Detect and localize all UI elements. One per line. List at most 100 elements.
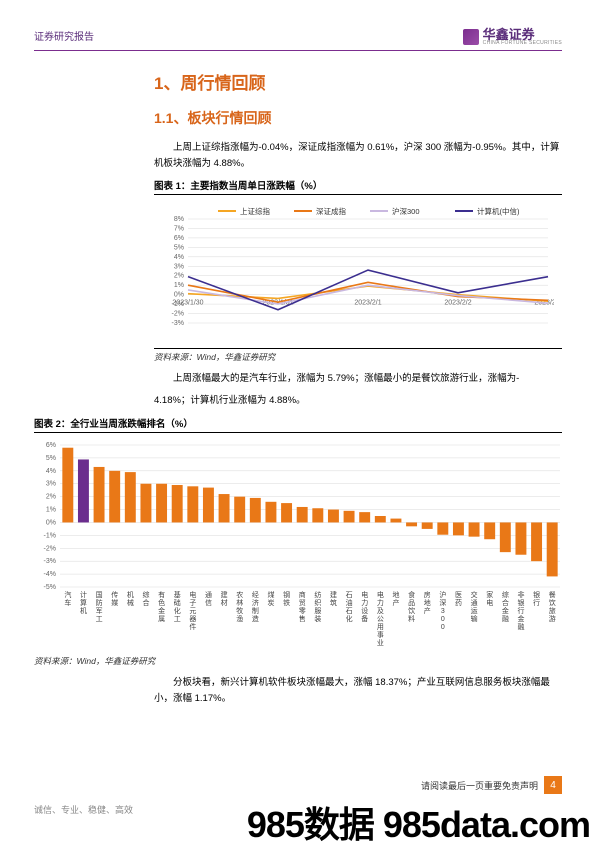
svg-text:0%: 0% (46, 519, 56, 526)
heading-2: 1.1、板块行情回顾 (154, 108, 562, 128)
svg-text:0%: 0% (174, 292, 184, 299)
report-label: 证券研究报告 (34, 28, 94, 43)
svg-text:3%: 3% (174, 264, 184, 271)
svg-text:化: 化 (346, 614, 353, 623)
svg-text:工: 工 (174, 616, 181, 623)
footer-disclaimer-row: 请阅读最后一页重要免责声明 4 (421, 776, 562, 794)
svg-text:础: 础 (174, 598, 181, 607)
svg-text:运: 运 (471, 607, 478, 615)
svg-text:2%: 2% (46, 493, 56, 500)
svg-text:6%: 6% (174, 235, 184, 242)
svg-text:计算机(中信): 计算机(中信) (477, 206, 520, 216)
svg-text:0: 0 (441, 624, 445, 631)
svg-text:防: 防 (96, 598, 103, 607)
svg-text:器: 器 (189, 615, 196, 623)
svg-text:媒: 媒 (111, 598, 118, 607)
svg-text:零: 零 (299, 607, 306, 615)
svg-text:行: 行 (533, 598, 540, 607)
svg-text:非: 非 (517, 590, 524, 599)
svg-text:煤: 煤 (267, 590, 274, 599)
svg-text:电: 电 (377, 590, 384, 599)
svg-text:元: 元 (189, 607, 196, 615)
svg-text:材: 材 (221, 598, 228, 607)
svg-text:品: 品 (408, 599, 415, 607)
svg-text:车: 车 (64, 598, 71, 607)
svg-text:融: 融 (502, 614, 509, 623)
svg-text:1%: 1% (46, 506, 56, 513)
svg-text:行: 行 (517, 606, 524, 615)
svg-text:交: 交 (471, 590, 478, 599)
svg-text:医: 医 (455, 591, 462, 599)
chart2: -5%-4%-3%-2%-1%0%1%2%3%4%5%6%汽车计算机国防军工传媒… (34, 439, 562, 652)
svg-text:深: 深 (439, 598, 446, 607)
svg-text:2023/2/2: 2023/2/2 (444, 300, 471, 307)
svg-text:色: 色 (158, 598, 165, 607)
svg-text:制: 制 (252, 606, 259, 615)
svg-text:械: 械 (127, 598, 134, 607)
svg-text:通: 通 (471, 598, 478, 607)
svg-text:机: 机 (80, 606, 87, 615)
svg-text:-3%: -3% (44, 558, 56, 565)
svg-text:基: 基 (174, 590, 181, 599)
svg-text:件: 件 (189, 622, 196, 631)
svg-text:钢: 钢 (283, 590, 290, 599)
heading-1: 1、周行情回顾 (154, 69, 562, 94)
svg-text:用: 用 (377, 623, 384, 631)
svg-text:金: 金 (158, 606, 165, 615)
svg-text:经: 经 (252, 590, 259, 599)
chart1-source: 资料来源：Wind，华鑫证券研究 (154, 348, 562, 363)
svg-text:地: 地 (424, 598, 431, 607)
svg-text:林: 林 (236, 598, 243, 607)
svg-text:家: 家 (486, 590, 493, 599)
svg-text:输: 输 (471, 614, 478, 623)
paragraph-3: 分板块看，新兴计算机软件板块涨幅最大，涨幅 18.37%；产业互联网信息服务板块… (154, 675, 562, 707)
svg-text:产: 产 (392, 598, 399, 607)
svg-text:-2%: -2% (44, 545, 56, 552)
svg-text:有: 有 (158, 590, 165, 599)
svg-text:售: 售 (299, 614, 306, 623)
paragraph-2a: 上周涨幅最大的是汽车行业，涨幅为 5.79%；涨幅最小的是餐饮旅游行业，涨幅为- (154, 371, 562, 387)
svg-text:深证成指: 深证成指 (316, 206, 346, 216)
svg-text:牧: 牧 (236, 606, 243, 615)
svg-text:农: 农 (236, 590, 243, 599)
svg-text:3%: 3% (46, 480, 56, 487)
svg-text:饮: 饮 (408, 606, 415, 615)
svg-text:上证综指: 上证综指 (240, 206, 270, 216)
svg-text:3: 3 (441, 608, 445, 615)
svg-text:5%: 5% (174, 245, 184, 252)
svg-text:公: 公 (377, 615, 384, 623)
svg-text:力: 力 (361, 598, 368, 607)
svg-text:织: 织 (314, 598, 321, 607)
svg-text:2023/2/1: 2023/2/1 (354, 300, 381, 307)
svg-text:药: 药 (455, 598, 462, 607)
svg-text:5%: 5% (46, 454, 56, 461)
svg-text:力: 力 (377, 598, 384, 607)
svg-text:餐: 餐 (549, 590, 556, 599)
svg-text:济: 济 (252, 598, 259, 607)
svg-text:银: 银 (533, 590, 540, 599)
svg-text:建: 建 (330, 590, 337, 599)
svg-text:-3%: -3% (172, 320, 184, 327)
watermark: 985数据 985data.com (247, 796, 590, 848)
svg-text:6%: 6% (46, 442, 56, 449)
svg-text:属: 属 (158, 615, 165, 623)
svg-text:设: 设 (361, 606, 368, 615)
svg-text:及: 及 (377, 607, 384, 615)
svg-text:通: 通 (205, 590, 212, 599)
footer-motto: 诚信、专业、稳健、高效 (34, 803, 133, 816)
svg-text:食: 食 (408, 590, 415, 599)
svg-text:算: 算 (80, 598, 87, 607)
svg-text:备: 备 (361, 614, 368, 623)
svg-text:商: 商 (299, 590, 306, 599)
svg-text:石: 石 (346, 607, 353, 615)
svg-text:旅: 旅 (549, 606, 556, 615)
svg-text:计: 计 (80, 590, 87, 599)
svg-text:装: 装 (314, 614, 321, 623)
svg-text:合: 合 (142, 598, 149, 607)
svg-text:地: 地 (392, 590, 399, 599)
svg-text:2023/1/30: 2023/1/30 (172, 300, 203, 307)
page-number: 4 (544, 776, 562, 794)
svg-text:机: 机 (127, 590, 134, 599)
svg-text:银: 银 (517, 598, 524, 607)
svg-text:-1%: -1% (44, 532, 56, 539)
